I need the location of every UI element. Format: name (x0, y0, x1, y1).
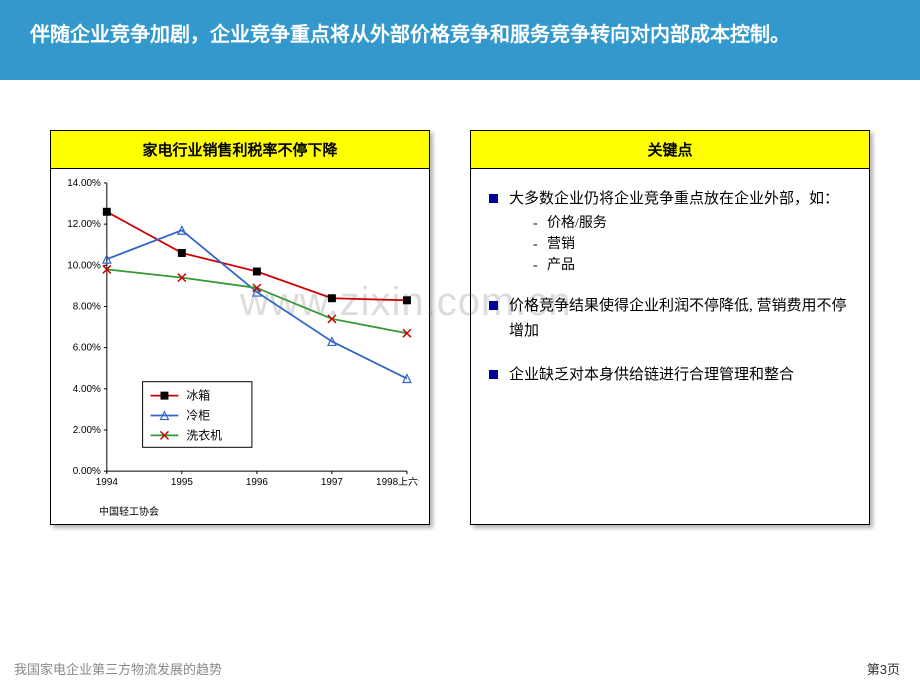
svg-text:冰箱: 冰箱 (186, 389, 210, 403)
slide-content: 家电行业销售利税率不停下降 0.00% 2.00% 4.00% 6.00% 8.00% 1… (0, 80, 920, 545)
chart-panel: 家电行业销售利税率不停下降 0.00% 2.00% 4.00% 6.00% 8.00% 1… (50, 130, 430, 525)
keypoints-title: 关键点 (471, 131, 869, 169)
svg-text:2.00%: 2.00% (73, 425, 101, 436)
svg-text:6.00%: 6.00% (73, 343, 101, 354)
keypoint-item: 企业缺乏对本身供给链进行合理管理和整合 (489, 363, 851, 389)
keypoint-item: 大多数企业仍将企业竞争重点放在企业外部，如： 价格/服务营销产品 (489, 187, 851, 276)
svg-text:4.00%: 4.00% (73, 384, 101, 395)
keypoints-list: 大多数企业仍将企业竞争重点放在企业外部，如： 价格/服务营销产品价格竞争结果使得企… (489, 187, 851, 388)
chart-area: 0.00% 2.00% 4.00% 6.00% 8.00% 10.00% 12.00% 14.… (51, 169, 429, 499)
svg-text:1997: 1997 (321, 477, 344, 488)
svg-text:12.00%: 12.00% (67, 219, 101, 230)
keypoint-subitem: 产品 (533, 255, 851, 276)
svg-text:14.00%: 14.00% (67, 178, 101, 189)
keypoint-sublist: 价格/服务营销产品 (509, 213, 851, 276)
keypoints-body: 大多数企业仍将企业竞争重点放在企业外部，如： 价格/服务营销产品价格竞争结果使得企… (471, 169, 869, 436)
keypoint-text: 价格竞争结果使得企业利润不停降低, 营销费用不停增加 (509, 298, 847, 340)
keypoint-item: 价格竞争结果使得企业利润不停降低, 营销费用不停增加 (489, 294, 851, 345)
svg-text:8.00%: 8.00% (73, 301, 101, 312)
chart-title: 家电行业销售利税率不停下降 (51, 131, 429, 169)
svg-text:1994: 1994 (96, 477, 119, 488)
svg-text:10.00%: 10.00% (67, 260, 101, 271)
line-chart: 0.00% 2.00% 4.00% 6.00% 8.00% 10.00% 12.00% 14.… (57, 177, 419, 495)
keypoint-subitem: 营销 (533, 234, 851, 255)
svg-text:1998上六个月: 1998上六个月 (376, 476, 419, 488)
slide-title: 伴随企业竞争加剧，企业竞争重点将从外部价格竞争和服务竞争转向对内部成本控制。 (30, 24, 790, 46)
keypoint-text: 企业缺乏对本身供给链进行合理管理和整合 (509, 367, 794, 383)
svg-text:冷柜: 冷柜 (186, 408, 210, 422)
keypoints-panel: 关键点 大多数企业仍将企业竞争重点放在企业外部，如： 价格/服务营销产品价格竞争结… (470, 130, 870, 525)
svg-text:0.00%: 0.00% (73, 466, 101, 477)
slide-header: 伴随企业竞争加剧，企业竞争重点将从外部价格竞争和服务竞争转向对内部成本控制。 (0, 0, 920, 80)
footer-left: 我国家电企业第三方物流发展的趋势 (14, 659, 222, 678)
chart-source: 中国轻工协会 (51, 499, 429, 524)
svg-text:洗衣机: 洗衣机 (186, 428, 222, 442)
keypoint-text: 大多数企业仍将企业竞争重点放在企业外部，如： (509, 191, 839, 207)
footer-right: 第3页 (867, 659, 900, 678)
keypoint-subitem: 价格/服务 (533, 213, 851, 234)
svg-text:1995: 1995 (171, 477, 194, 488)
svg-text:1996: 1996 (246, 477, 269, 488)
